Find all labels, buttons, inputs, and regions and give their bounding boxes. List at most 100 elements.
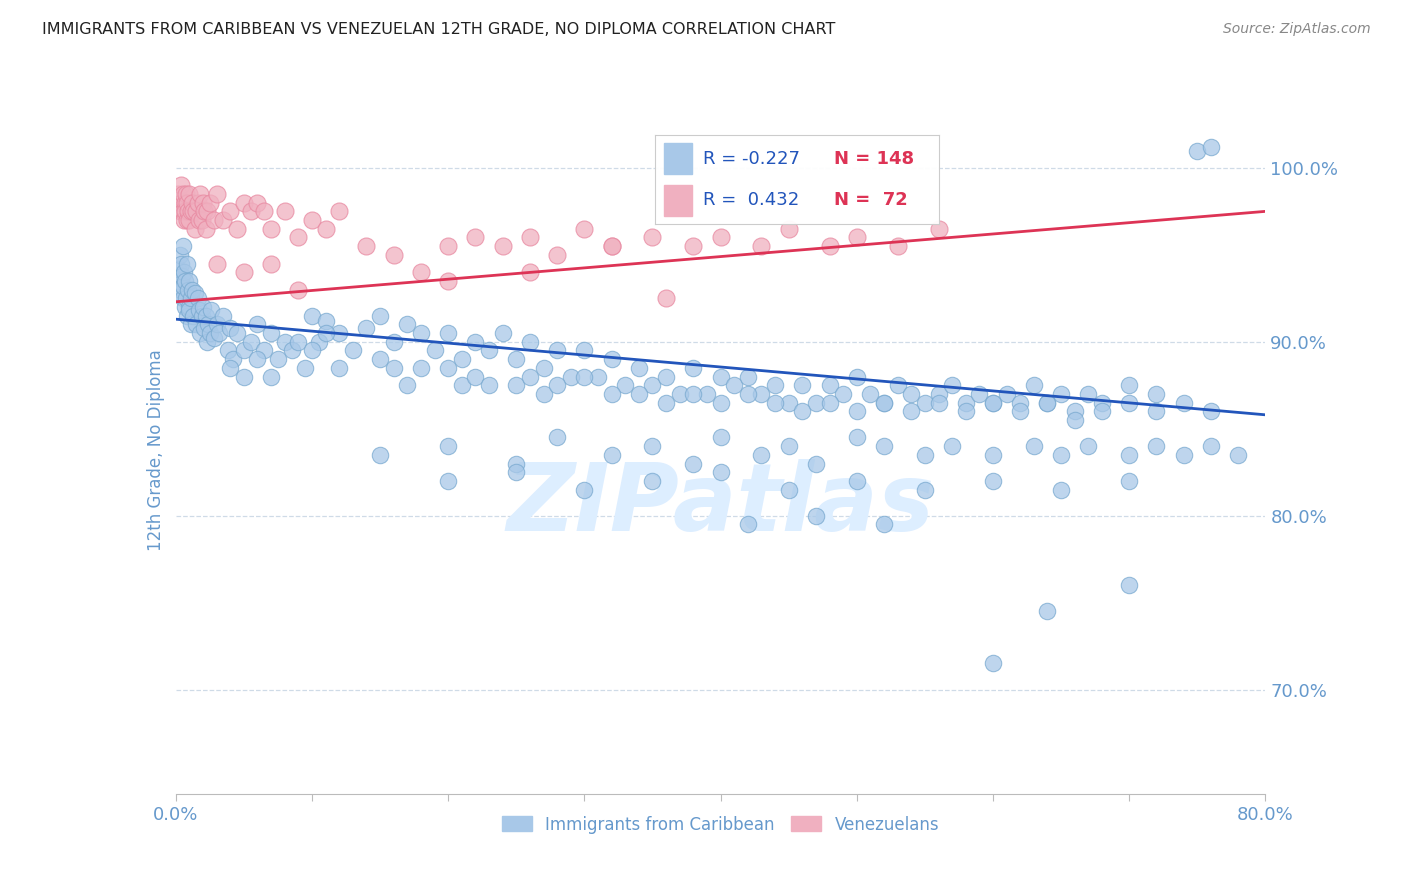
Point <box>191 300 214 314</box>
Point <box>737 517 759 532</box>
Point <box>614 378 637 392</box>
Point <box>792 404 814 418</box>
Point <box>751 239 773 253</box>
Point <box>655 369 678 384</box>
Point <box>170 256 193 270</box>
Text: R = -0.227: R = -0.227 <box>703 150 800 168</box>
Point <box>437 326 460 340</box>
Point <box>222 352 245 367</box>
Point <box>200 303 222 318</box>
Point <box>287 230 309 244</box>
Point <box>1063 404 1085 418</box>
Point <box>437 474 460 488</box>
Point <box>1091 395 1114 409</box>
Point <box>169 178 191 193</box>
Point <box>301 343 323 358</box>
Point <box>180 291 202 305</box>
Point <box>174 291 197 305</box>
Point <box>423 343 446 358</box>
Point <box>941 378 963 392</box>
Point <box>173 300 195 314</box>
Point <box>190 309 212 323</box>
Point <box>368 352 391 367</box>
Point <box>176 256 198 270</box>
Point <box>169 283 191 297</box>
Point <box>600 387 623 401</box>
Point <box>181 195 204 210</box>
Point <box>1199 439 1222 453</box>
Point <box>382 334 405 349</box>
Point <box>437 239 460 253</box>
Point <box>519 230 541 244</box>
Point <box>873 517 896 532</box>
Point <box>450 352 472 367</box>
Point <box>382 360 405 375</box>
Point <box>682 239 704 253</box>
Point <box>205 256 228 270</box>
Point <box>1118 378 1140 392</box>
Point <box>174 274 197 288</box>
Point <box>195 204 218 219</box>
Point <box>172 279 194 293</box>
Point <box>208 326 231 340</box>
Point <box>981 395 1004 409</box>
Point <box>328 204 350 219</box>
Point <box>533 387 555 401</box>
Point <box>546 378 568 392</box>
Point <box>308 334 330 349</box>
Point <box>1091 404 1114 418</box>
Point <box>845 474 868 488</box>
Point <box>356 321 378 335</box>
Point <box>981 395 1004 409</box>
Point <box>450 378 472 392</box>
Point <box>167 286 190 301</box>
Point <box>437 360 460 375</box>
Point <box>981 657 1004 671</box>
Point <box>804 508 827 523</box>
Point <box>205 318 228 332</box>
Point <box>188 186 211 201</box>
Point <box>173 213 195 227</box>
Point <box>1022 378 1045 392</box>
Point <box>778 439 800 453</box>
Bar <box>664 185 692 216</box>
Point <box>186 291 209 305</box>
Point <box>301 213 323 227</box>
Point <box>219 360 242 375</box>
Point <box>239 204 262 219</box>
Point <box>737 387 759 401</box>
Point <box>751 448 773 462</box>
Point <box>172 239 194 253</box>
Point <box>478 378 501 392</box>
Point <box>287 334 309 349</box>
Point <box>778 483 800 497</box>
Point <box>181 283 204 297</box>
Point <box>464 369 486 384</box>
Point <box>170 268 193 283</box>
Point <box>193 321 215 335</box>
Point <box>246 318 269 332</box>
Point <box>280 343 302 358</box>
Point <box>217 343 239 358</box>
Point <box>368 448 391 462</box>
Point <box>751 387 773 401</box>
Point <box>186 318 208 332</box>
Point <box>294 360 316 375</box>
Point <box>1050 448 1073 462</box>
Point <box>600 448 623 462</box>
Point <box>184 221 207 235</box>
Point <box>409 265 432 279</box>
Point <box>1022 439 1045 453</box>
Point <box>184 286 207 301</box>
Point <box>177 283 200 297</box>
Point <box>186 195 209 210</box>
Point <box>437 274 460 288</box>
Point <box>260 369 283 384</box>
Point <box>172 204 194 219</box>
Point <box>818 378 841 392</box>
Point <box>914 448 936 462</box>
Point <box>873 439 896 453</box>
Point <box>176 213 198 227</box>
Point <box>260 326 283 340</box>
Point <box>315 221 337 235</box>
